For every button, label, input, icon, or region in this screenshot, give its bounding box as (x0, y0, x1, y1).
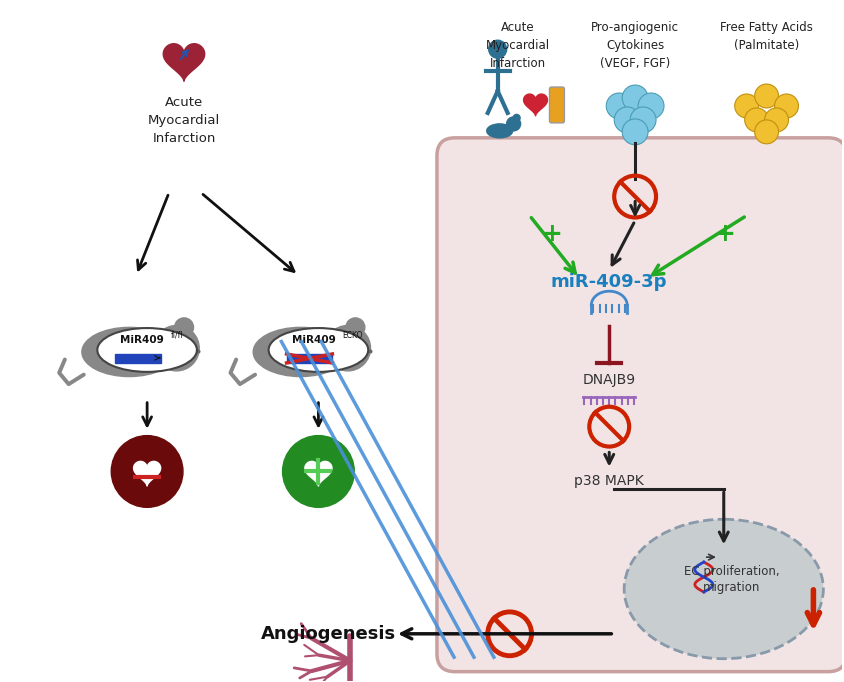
Text: +: + (714, 222, 735, 246)
Ellipse shape (253, 327, 348, 376)
Text: ECKO: ECKO (343, 331, 363, 340)
Text: EC proliferation,
migration: EC proliferation, migration (684, 565, 780, 593)
Text: DNAJB9: DNAJB9 (582, 373, 636, 387)
Circle shape (489, 40, 506, 58)
Circle shape (755, 84, 778, 108)
FancyBboxPatch shape (437, 138, 844, 672)
Circle shape (175, 318, 193, 337)
Circle shape (606, 93, 632, 119)
Ellipse shape (625, 519, 824, 659)
Text: Acute
Myocardial
Infarction: Acute Myocardial Infarction (485, 21, 549, 70)
Bar (116, 354, 161, 363)
Ellipse shape (97, 328, 197, 372)
FancyBboxPatch shape (549, 87, 565, 123)
Text: MiR409: MiR409 (120, 335, 164, 345)
Circle shape (622, 119, 648, 145)
Polygon shape (523, 94, 548, 116)
Bar (287, 354, 333, 363)
Circle shape (622, 85, 648, 111)
Circle shape (744, 108, 769, 132)
Text: MiR409: MiR409 (291, 335, 335, 345)
Circle shape (638, 93, 664, 119)
Circle shape (755, 120, 778, 144)
Text: Pro-angiogenic
Cytokines
(VEGF, FGF): Pro-angiogenic Cytokines (VEGF, FGF) (591, 21, 679, 70)
Circle shape (346, 318, 365, 337)
Polygon shape (305, 462, 332, 486)
Polygon shape (163, 44, 205, 81)
Text: Free Fatty Acids
(Palmitate): Free Fatty Acids (Palmitate) (720, 21, 813, 53)
Ellipse shape (268, 328, 368, 372)
Ellipse shape (82, 327, 176, 376)
Circle shape (765, 108, 788, 132)
Circle shape (506, 117, 521, 131)
Circle shape (775, 94, 798, 118)
Circle shape (735, 94, 759, 118)
Circle shape (154, 325, 199, 371)
Text: fl/fl: fl/fl (171, 331, 184, 340)
Circle shape (325, 325, 371, 371)
Circle shape (630, 107, 656, 133)
Text: +: + (541, 222, 562, 246)
Circle shape (614, 107, 640, 133)
Polygon shape (133, 462, 160, 486)
Text: miR-409-3p: miR-409-3p (551, 273, 668, 291)
Circle shape (513, 115, 520, 121)
Circle shape (283, 436, 354, 507)
Text: Angiogenesis: Angiogenesis (261, 625, 396, 643)
Ellipse shape (487, 124, 512, 138)
Text: p38 MAPK: p38 MAPK (575, 475, 644, 488)
Circle shape (111, 436, 183, 507)
Text: Acute
Myocardial
Infarction: Acute Myocardial Infarction (148, 96, 220, 145)
